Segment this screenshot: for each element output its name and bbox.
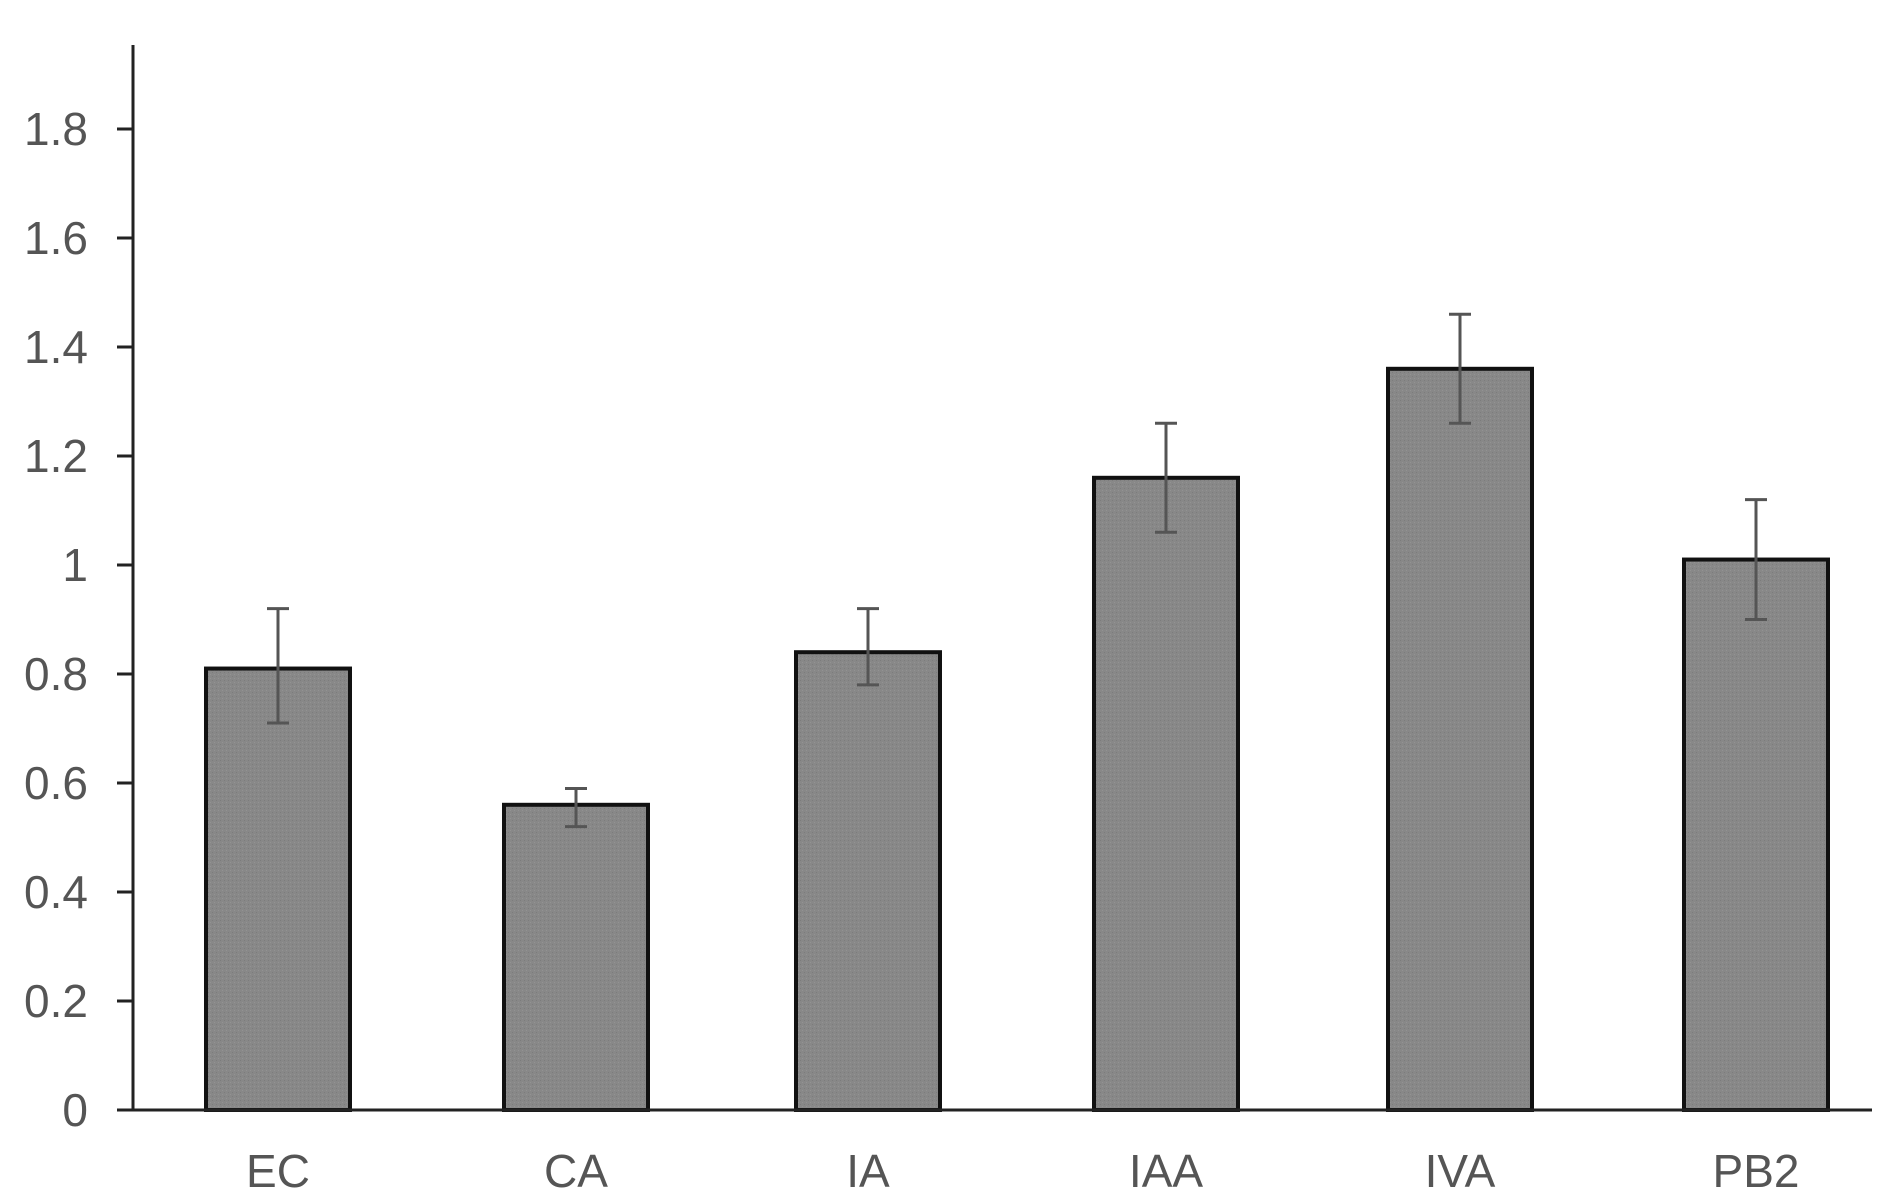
y-tick-label: 1.8: [24, 103, 88, 155]
bar-iva: [1386, 366, 1534, 1112]
error-bars: [267, 312, 1767, 829]
x-tick-label-pb2: PB2: [1713, 1145, 1800, 1197]
y-tick-label: 1.2: [24, 430, 88, 482]
error-bar-pb2: [1745, 498, 1767, 621]
bar-pb2: [1682, 557, 1830, 1112]
y-tick-label: 0: [62, 1084, 88, 1136]
bar-ia: [794, 650, 942, 1112]
error-bar-ca: [565, 786, 587, 829]
y-tick-label: 1.6: [24, 212, 88, 264]
y-tick-label: 0.8: [24, 648, 88, 700]
y-tick-label: 0.6: [24, 757, 88, 809]
bar-ec: [204, 666, 352, 1112]
x-tick-label-ia: IA: [846, 1145, 890, 1197]
y-tick-label: 1: [62, 539, 88, 591]
y-tick-label: 0.4: [24, 866, 88, 918]
x-tick-label-iva: IVA: [1425, 1145, 1496, 1197]
bar-iaa: [1092, 475, 1240, 1112]
y-tick-label: 0.2: [24, 975, 88, 1027]
error-bar-ec: [267, 607, 289, 725]
error-bar-iaa: [1155, 421, 1177, 534]
bars: [204, 366, 1830, 1112]
x-tick-label-ec: EC: [246, 1145, 310, 1197]
error-bar-iva: [1449, 312, 1471, 425]
x-axis: EC CA IA IAA IVA PB2: [117, 1108, 1872, 1197]
bar-ca: [502, 802, 650, 1112]
y-tick-label: 1.4: [24, 321, 88, 373]
x-tick-label-iaa: IAA: [1129, 1145, 1203, 1197]
x-tick-label-ca: CA: [544, 1145, 608, 1197]
error-bar-ia: [857, 607, 879, 687]
y-axis: 0 0.2 0.4 0.6 0.8 1 1.2 1.4 1.6 1.8: [24, 45, 135, 1136]
